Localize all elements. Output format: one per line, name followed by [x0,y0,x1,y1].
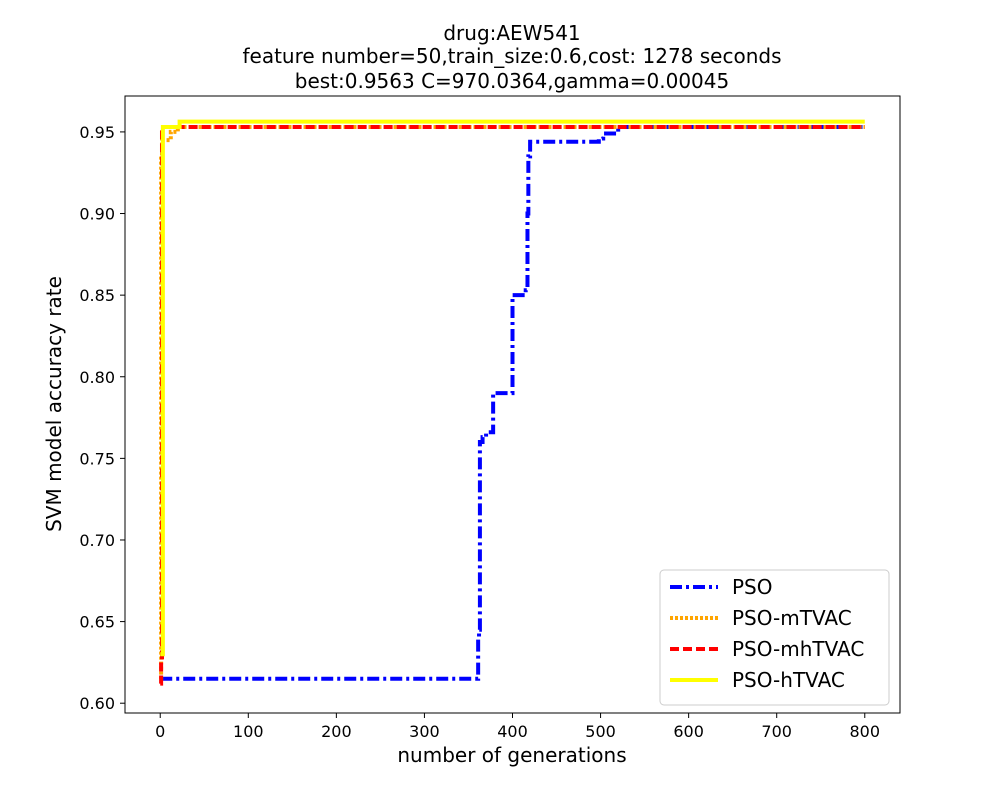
x-tick-label: 0 [155,722,165,741]
legend: PSO PSO-mTVAC PSO-mhTVAC PSO-hTVAC [659,569,890,706]
x-tick-label: 300 [409,722,440,741]
y-tick-label: 0.85 [79,286,115,305]
series-line-pso [160,125,865,681]
y-tick-label: 0.95 [79,123,115,142]
series-line-pso-mtvac [159,125,865,681]
x-axis-ticks: 0 100 200 300 400 500 600 700 800 [155,713,880,741]
x-tick-label: 800 [849,722,880,741]
y-tick-label: 0.65 [79,613,115,632]
y-tick-label: 0.75 [79,449,115,468]
y-axis-ticks: 0.60 0.65 0.70 0.75 0.80 0.85 0.90 0.95 [79,123,125,713]
legend-label-pso-mhtvac: PSO-mhTVAC [732,637,864,661]
chart-title-line-2: feature number=50,train_size:0.6,cost: 1… [242,44,781,68]
legend-label-pso-mtvac: PSO-mTVAC [732,606,852,630]
chart-title-line-1: drug:AEW541 [443,21,580,45]
y-axis-label: SVM model accuracy rate [42,276,66,532]
x-tick-label: 400 [497,722,528,741]
x-tick-label: 600 [673,722,704,741]
legend-label-pso-htvac: PSO-hTVAC [732,668,845,692]
x-axis-label: number of generations [397,743,626,767]
y-tick-label: 0.90 [79,205,115,224]
x-tick-label: 500 [585,722,616,741]
legend-label-pso: PSO [732,575,773,599]
series-layer [159,119,865,686]
y-tick-label: 0.70 [79,531,115,550]
series-line-pso-htvac [160,119,865,657]
y-tick-label: 0.60 [79,694,115,713]
x-tick-label: 100 [233,722,264,741]
legend-box [659,569,890,706]
x-tick-label: 200 [321,722,352,741]
x-tick-label: 700 [761,722,792,741]
y-tick-label: 0.80 [79,368,115,387]
chart-title-line-3: best:0.9563 C=970.0364,gamma=0.00045 [295,69,729,93]
